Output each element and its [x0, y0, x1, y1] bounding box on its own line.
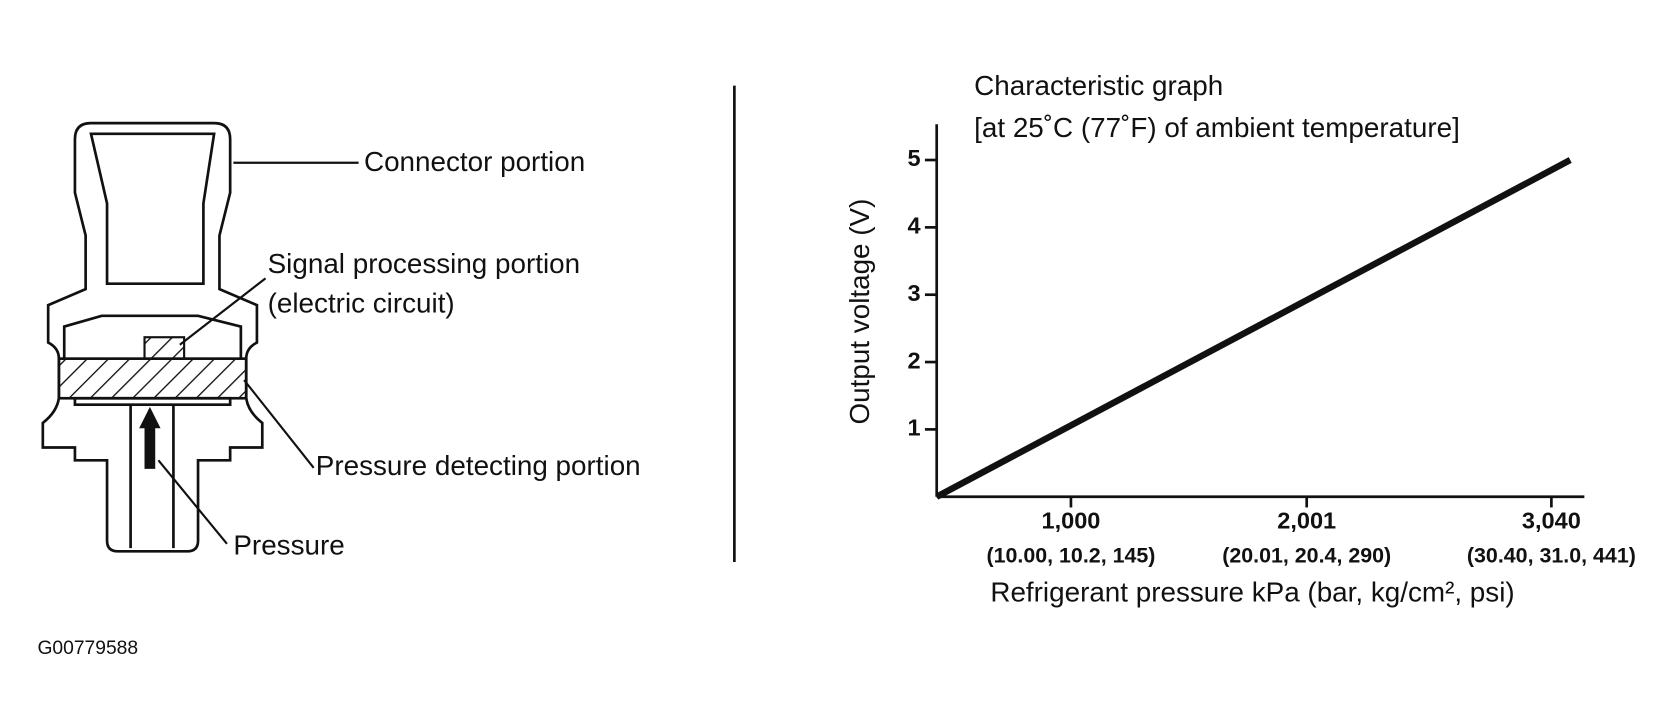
x-tick-label: 2,001	[1277, 508, 1336, 534]
x-tick-sublabel: (30.40, 31.0, 441)	[1467, 543, 1636, 567]
y-tick-label: 1	[908, 415, 921, 441]
y-tick-label: 3	[908, 280, 921, 306]
chart-title: Characteristic graph	[974, 70, 1223, 101]
stem-bore	[129, 404, 175, 549]
chart-subtitle: [at 25˚C (77˚F) of ambient temperature]	[974, 112, 1460, 143]
cavity	[62, 314, 243, 359]
detecting-plate	[57, 357, 248, 400]
label: Pressure detecting portion	[316, 450, 641, 481]
data-line	[935, 157, 1572, 500]
label: Signal processing portion	[268, 248, 580, 279]
sensor-outline	[41, 121, 264, 553]
label: Connector portion	[364, 146, 585, 177]
x-tick-sublabel: (10.00, 10.2, 145)	[986, 543, 1155, 567]
label: (electric circuit)	[268, 287, 455, 318]
x-tick-sublabel: (20.01, 20.4, 290)	[1222, 543, 1391, 567]
y-tick-label: 4	[908, 213, 921, 239]
y-tick-label: 2	[908, 347, 921, 373]
leaders	[157, 161, 359, 545]
pressure-arrow	[139, 406, 161, 469]
plate-base	[73, 396, 232, 407]
sensor-drawing: Connector portion Signal processing port…	[41, 121, 641, 560]
figure-id: G00779588	[37, 638, 138, 659]
y-axis-label: Output voltage (V)	[844, 199, 875, 425]
x-tick-label: 1,000	[1041, 508, 1100, 534]
x-axis-label: Refrigerant pressure kPa (bar, kg/cm², p…	[990, 577, 1514, 608]
label: Pressure	[233, 529, 344, 560]
x-tick-label: 3,040	[1522, 508, 1581, 534]
connector-inner	[89, 132, 216, 286]
circuit-chip	[143, 336, 186, 360]
y-tick-label: 5	[908, 145, 921, 171]
